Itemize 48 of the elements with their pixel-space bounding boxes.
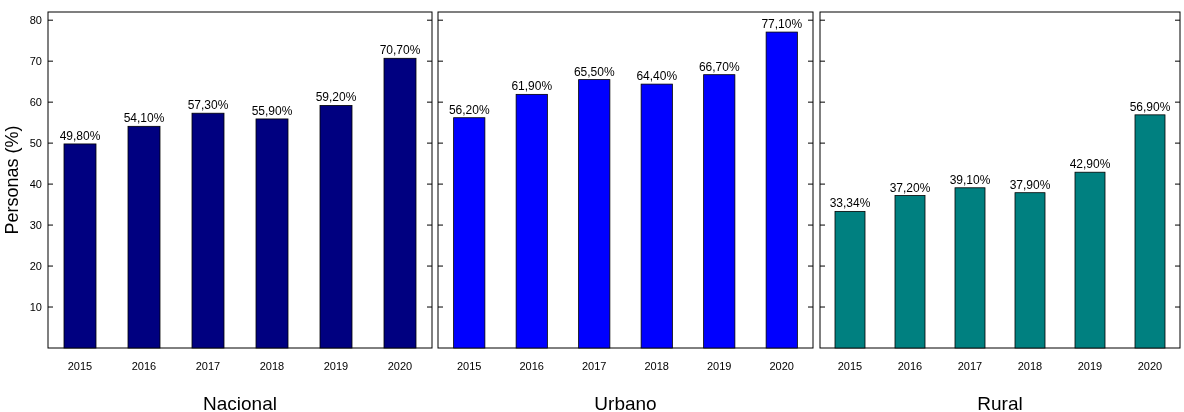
x-tick-label: 2017: [582, 360, 607, 372]
data-label: 57,30%: [187, 98, 229, 113]
data-label: 65,50%: [573, 64, 615, 79]
x-tick-label: 2017: [195, 360, 221, 372]
y-tick-label: 40: [29, 177, 42, 190]
x-tick-label: 2020: [769, 360, 794, 372]
x-axis-title: Nacional: [203, 393, 277, 412]
data-label: 66,70%: [698, 59, 740, 74]
x-tick-label: 2016: [131, 360, 157, 372]
x-tick-label: 2018: [644, 360, 669, 372]
y-tick-label: 80: [29, 14, 42, 27]
data-label: 64,40%: [636, 69, 678, 84]
data-label: 49,80%: [59, 128, 101, 143]
data-label: 42,90%: [1069, 157, 1111, 172]
data-label: 61,90%: [511, 79, 553, 94]
data-label: 55,90%: [251, 103, 293, 118]
x-tick-label: 2016: [519, 360, 544, 372]
data-label: 39,10%: [949, 172, 991, 187]
x-tick-label: 2016: [897, 360, 923, 372]
x-tick-label: 2018: [1017, 360, 1043, 372]
x-tick-label: 2020: [1137, 360, 1163, 372]
x-tick-label: 2019: [323, 360, 349, 372]
y-tick-label: 60: [29, 96, 42, 108]
data-label: 70,70%: [379, 43, 421, 58]
y-tick-label: 50: [29, 136, 42, 149]
x-tick-label: 2015: [67, 360, 93, 372]
x-tick-label: 2018: [259, 360, 285, 372]
data-label: 54,10%: [123, 111, 165, 126]
x-tick-label: 2017: [957, 360, 983, 372]
data-label: 59,20%: [315, 90, 357, 105]
data-label: 37,20%: [889, 180, 931, 195]
y-tick-label: 20: [29, 259, 42, 272]
x-tick-label: 2019: [1077, 360, 1103, 372]
y-tick-label: 70: [29, 55, 42, 68]
x-tick-label: 2020: [387, 360, 413, 372]
x-axis-title: Rural: [977, 393, 1023, 412]
y-tick-label: 30: [29, 218, 42, 231]
y-axis-title: Personas (%): [2, 125, 22, 235]
x-tick-label: 2015: [837, 360, 863, 372]
data-label: 56,20%: [448, 102, 490, 117]
x-axis-title: Urbano: [594, 393, 657, 412]
data-label: 77,10%: [761, 17, 803, 32]
data-label: 56,90%: [1129, 99, 1171, 114]
x-tick-label: 2019: [707, 360, 732, 372]
data-label: 37,90%: [1009, 177, 1051, 192]
data-label: 33,34%: [829, 196, 871, 211]
x-tick-label: 2015: [457, 360, 482, 372]
y-tick-label: 10: [29, 300, 42, 313]
